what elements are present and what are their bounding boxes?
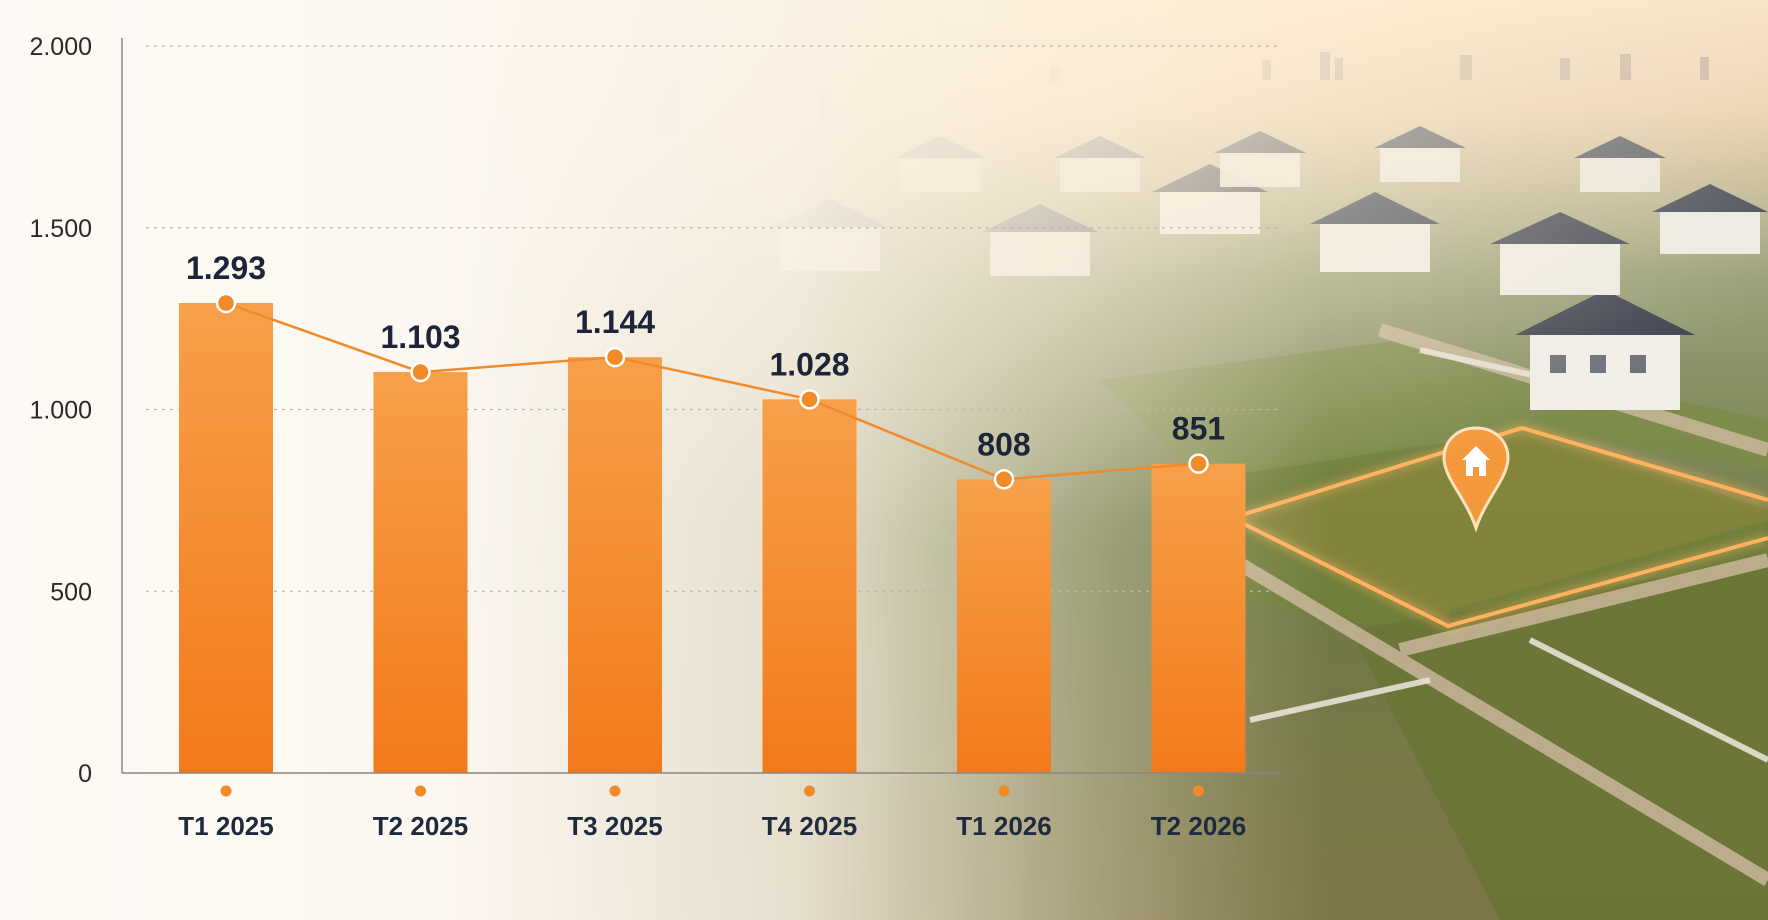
data-point: [604, 346, 626, 368]
bar: [568, 357, 662, 773]
y-tick-label: 2.000: [29, 33, 92, 61]
data-point: [410, 361, 431, 383]
data-point: [1188, 453, 1209, 474]
y-tick-label: 500: [50, 578, 92, 606]
data-label: 1.293: [186, 250, 266, 286]
bars: [179, 302, 1246, 773]
series-line: [225, 301, 1199, 481]
x-tick-label: T2 2025: [373, 811, 468, 841]
data-label: 1.144: [575, 304, 655, 340]
bar: [373, 372, 468, 773]
x-tick-dot: [998, 785, 1010, 797]
data-point: [993, 469, 1015, 490]
data-label: 1.028: [769, 346, 849, 382]
x-tick-dot: [804, 785, 815, 797]
trend-line: [215, 292, 1209, 490]
bar: [762, 399, 857, 773]
x-tick-dot: [609, 785, 621, 797]
bar: [957, 479, 1051, 773]
x-tick-dot: [415, 785, 426, 797]
data-labels: 1.293 1.103 1.144 1.028 808 851: [186, 250, 1225, 462]
x-axis: T1 2025 T2 2025 T3 2025 T4 2025 T1 2026 T2 20…: [122, 772, 1280, 841]
data-label: 851: [1172, 411, 1225, 447]
data-point: [215, 292, 237, 314]
x-tick-label: T3 2025: [567, 811, 662, 841]
y-tick-label: 1.500: [29, 215, 92, 243]
bar: [1151, 463, 1246, 773]
x-tick-dot: [220, 785, 232, 797]
x-tick-label: T1 2026: [956, 811, 1051, 841]
data-label: 808: [977, 426, 1030, 462]
x-tick-label: T2 2026: [1151, 811, 1246, 841]
y-tick-label: 1.000: [29, 397, 92, 425]
data-point: [799, 389, 820, 410]
y-axis: 0 500 1.000 1.500 2.000: [29, 33, 123, 788]
bar: [179, 302, 273, 773]
x-tick-dot: [1193, 785, 1204, 797]
x-tick-label: T4 2025: [762, 811, 857, 841]
y-tick-label: 0: [78, 760, 92, 788]
gridlines: [146, 45, 1280, 592]
data-label: 1.103: [380, 319, 460, 355]
x-tick-label: T1 2025: [178, 811, 273, 841]
